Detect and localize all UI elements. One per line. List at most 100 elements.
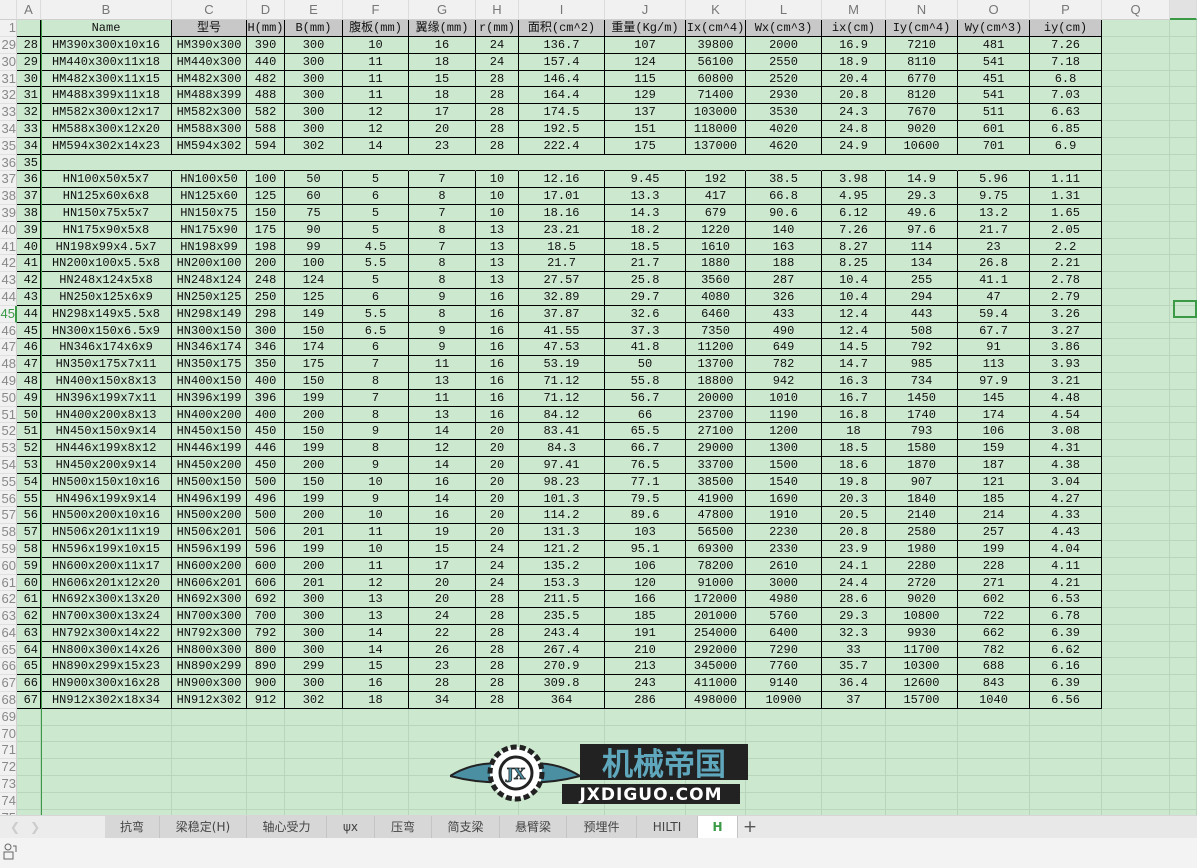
cell[interactable]	[1102, 456, 1170, 474]
cell[interactable]	[343, 155, 409, 172]
cell[interactable]: 28	[476, 692, 519, 709]
cell[interactable]: 59.4	[958, 305, 1030, 323]
cell[interactable]	[1102, 759, 1170, 777]
cell[interactable]	[605, 155, 686, 172]
cell[interactable]	[476, 809, 519, 815]
cell[interactable]: 1.11	[1030, 171, 1102, 189]
cell[interactable]: 4.21	[1030, 574, 1102, 592]
cell[interactable]: HM390x300x10x16	[41, 37, 172, 54]
row-number[interactable]: 33	[0, 104, 17, 121]
cell[interactable]: HN900x300x16x28	[41, 675, 172, 693]
cell[interactable]: 2.21	[1030, 255, 1102, 273]
column-title[interactable]: 翼缘(mm)	[409, 20, 476, 37]
cell[interactable]: 15	[409, 540, 476, 558]
cell[interactable]: 95.1	[605, 540, 686, 558]
cell[interactable]: 10	[343, 540, 409, 558]
cell[interactable]: 8	[343, 440, 409, 457]
cell[interactable]: HM582x300	[172, 104, 247, 121]
sheet-tab[interactable]: 压弯	[375, 816, 432, 839]
cell[interactable]	[822, 708, 886, 726]
cell[interactable]: 496	[247, 490, 285, 508]
row-number[interactable]: 68	[0, 692, 17, 709]
cell[interactable]	[746, 776, 822, 793]
cell[interactable]	[285, 725, 343, 743]
cell[interactable]	[886, 776, 958, 793]
cell[interactable]: 29000	[686, 440, 746, 457]
row-number[interactable]: 65	[0, 641, 17, 659]
cell[interactable]: 13	[476, 255, 519, 273]
cell[interactable]	[686, 708, 746, 726]
cell[interactable]: 146.4	[519, 70, 605, 88]
cell[interactable]: 411000	[686, 675, 746, 693]
cell[interactable]: 71400	[686, 87, 746, 105]
cell[interactable]	[247, 725, 285, 743]
cell[interactable]: 21.7	[519, 255, 605, 273]
cell[interactable]: HN300x150	[172, 322, 247, 340]
cell[interactable]: 100	[247, 171, 285, 189]
cell[interactable]	[17, 776, 41, 793]
cell[interactable]: 6.62	[1030, 641, 1102, 659]
cell[interactable]	[1102, 473, 1170, 491]
index-cell[interactable]: 50	[17, 406, 41, 424]
index-cell[interactable]: 63	[17, 624, 41, 642]
cell[interactable]: HN890x299x15x23	[41, 658, 172, 676]
cell[interactable]: HN500x200x10x16	[41, 507, 172, 525]
cell[interactable]: 199	[285, 389, 343, 407]
cell[interactable]: 18.6	[822, 456, 886, 474]
cell[interactable]: 15	[409, 70, 476, 88]
cell[interactable]	[1102, 20, 1170, 37]
cell[interactable]	[17, 742, 41, 760]
cell[interactable]	[686, 155, 746, 172]
cell[interactable]: 16	[409, 473, 476, 491]
cell[interactable]: HN446x199x8x12	[41, 440, 172, 457]
cell[interactable]: 137	[605, 104, 686, 121]
cell[interactable]: 17	[409, 557, 476, 575]
cell[interactable]: 500	[247, 507, 285, 525]
cell[interactable]: 4980	[746, 591, 822, 609]
cell[interactable]	[1102, 322, 1170, 340]
cell[interactable]: 47	[958, 288, 1030, 306]
index-cell[interactable]: 53	[17, 456, 41, 474]
cell[interactable]: 302	[285, 692, 343, 709]
cell[interactable]: 16	[476, 339, 519, 357]
index-cell[interactable]: 37	[17, 188, 41, 205]
cell[interactable]: 13	[476, 221, 519, 239]
cell[interactable]: 10	[476, 204, 519, 222]
cell[interactable]	[1102, 658, 1170, 676]
cell[interactable]: 24.9	[822, 137, 886, 155]
cell[interactable]: 12600	[886, 675, 958, 693]
cell[interactable]: 508	[886, 322, 958, 340]
cell[interactable]: 24	[476, 574, 519, 592]
cell[interactable]	[1030, 759, 1102, 777]
cell[interactable]: 14	[343, 641, 409, 659]
cell[interactable]: HN396x199x7x11	[41, 389, 172, 407]
cell[interactable]: 200	[285, 507, 343, 525]
cell[interactable]: HN100x50x5x7	[41, 171, 172, 189]
cell[interactable]	[247, 792, 285, 810]
cell[interactable]: 6770	[886, 70, 958, 88]
cell[interactable]: 481	[958, 37, 1030, 54]
cell[interactable]: 114	[886, 238, 958, 256]
selected-cell[interactable]	[1173, 300, 1197, 318]
cell[interactable]: 20	[476, 440, 519, 457]
cell[interactable]: 175	[285, 356, 343, 373]
cell[interactable]: HN912x302	[172, 692, 247, 709]
cell[interactable]: 6	[343, 288, 409, 306]
cell[interactable]: 8	[343, 406, 409, 424]
cell[interactable]: 7.03	[1030, 87, 1102, 105]
cell[interactable]: 364	[519, 692, 605, 709]
cell[interactable]: 3.08	[1030, 423, 1102, 441]
cell[interactable]	[1170, 137, 1197, 155]
cell[interactable]: 28	[476, 120, 519, 138]
cell[interactable]	[1170, 473, 1197, 491]
cell[interactable]: 201000	[686, 608, 746, 625]
cell[interactable]: 131.3	[519, 524, 605, 541]
cell[interactable]: 3.27	[1030, 322, 1102, 340]
cell[interactable]: HN600x200x11x17	[41, 557, 172, 575]
cell[interactable]: 5.96	[958, 171, 1030, 189]
cell[interactable]	[1102, 356, 1170, 373]
cell[interactable]: HN150x75x5x7	[41, 204, 172, 222]
cell[interactable]: 106	[605, 557, 686, 575]
column-title[interactable]: 型号	[172, 20, 247, 37]
cell[interactable]	[1102, 809, 1170, 815]
